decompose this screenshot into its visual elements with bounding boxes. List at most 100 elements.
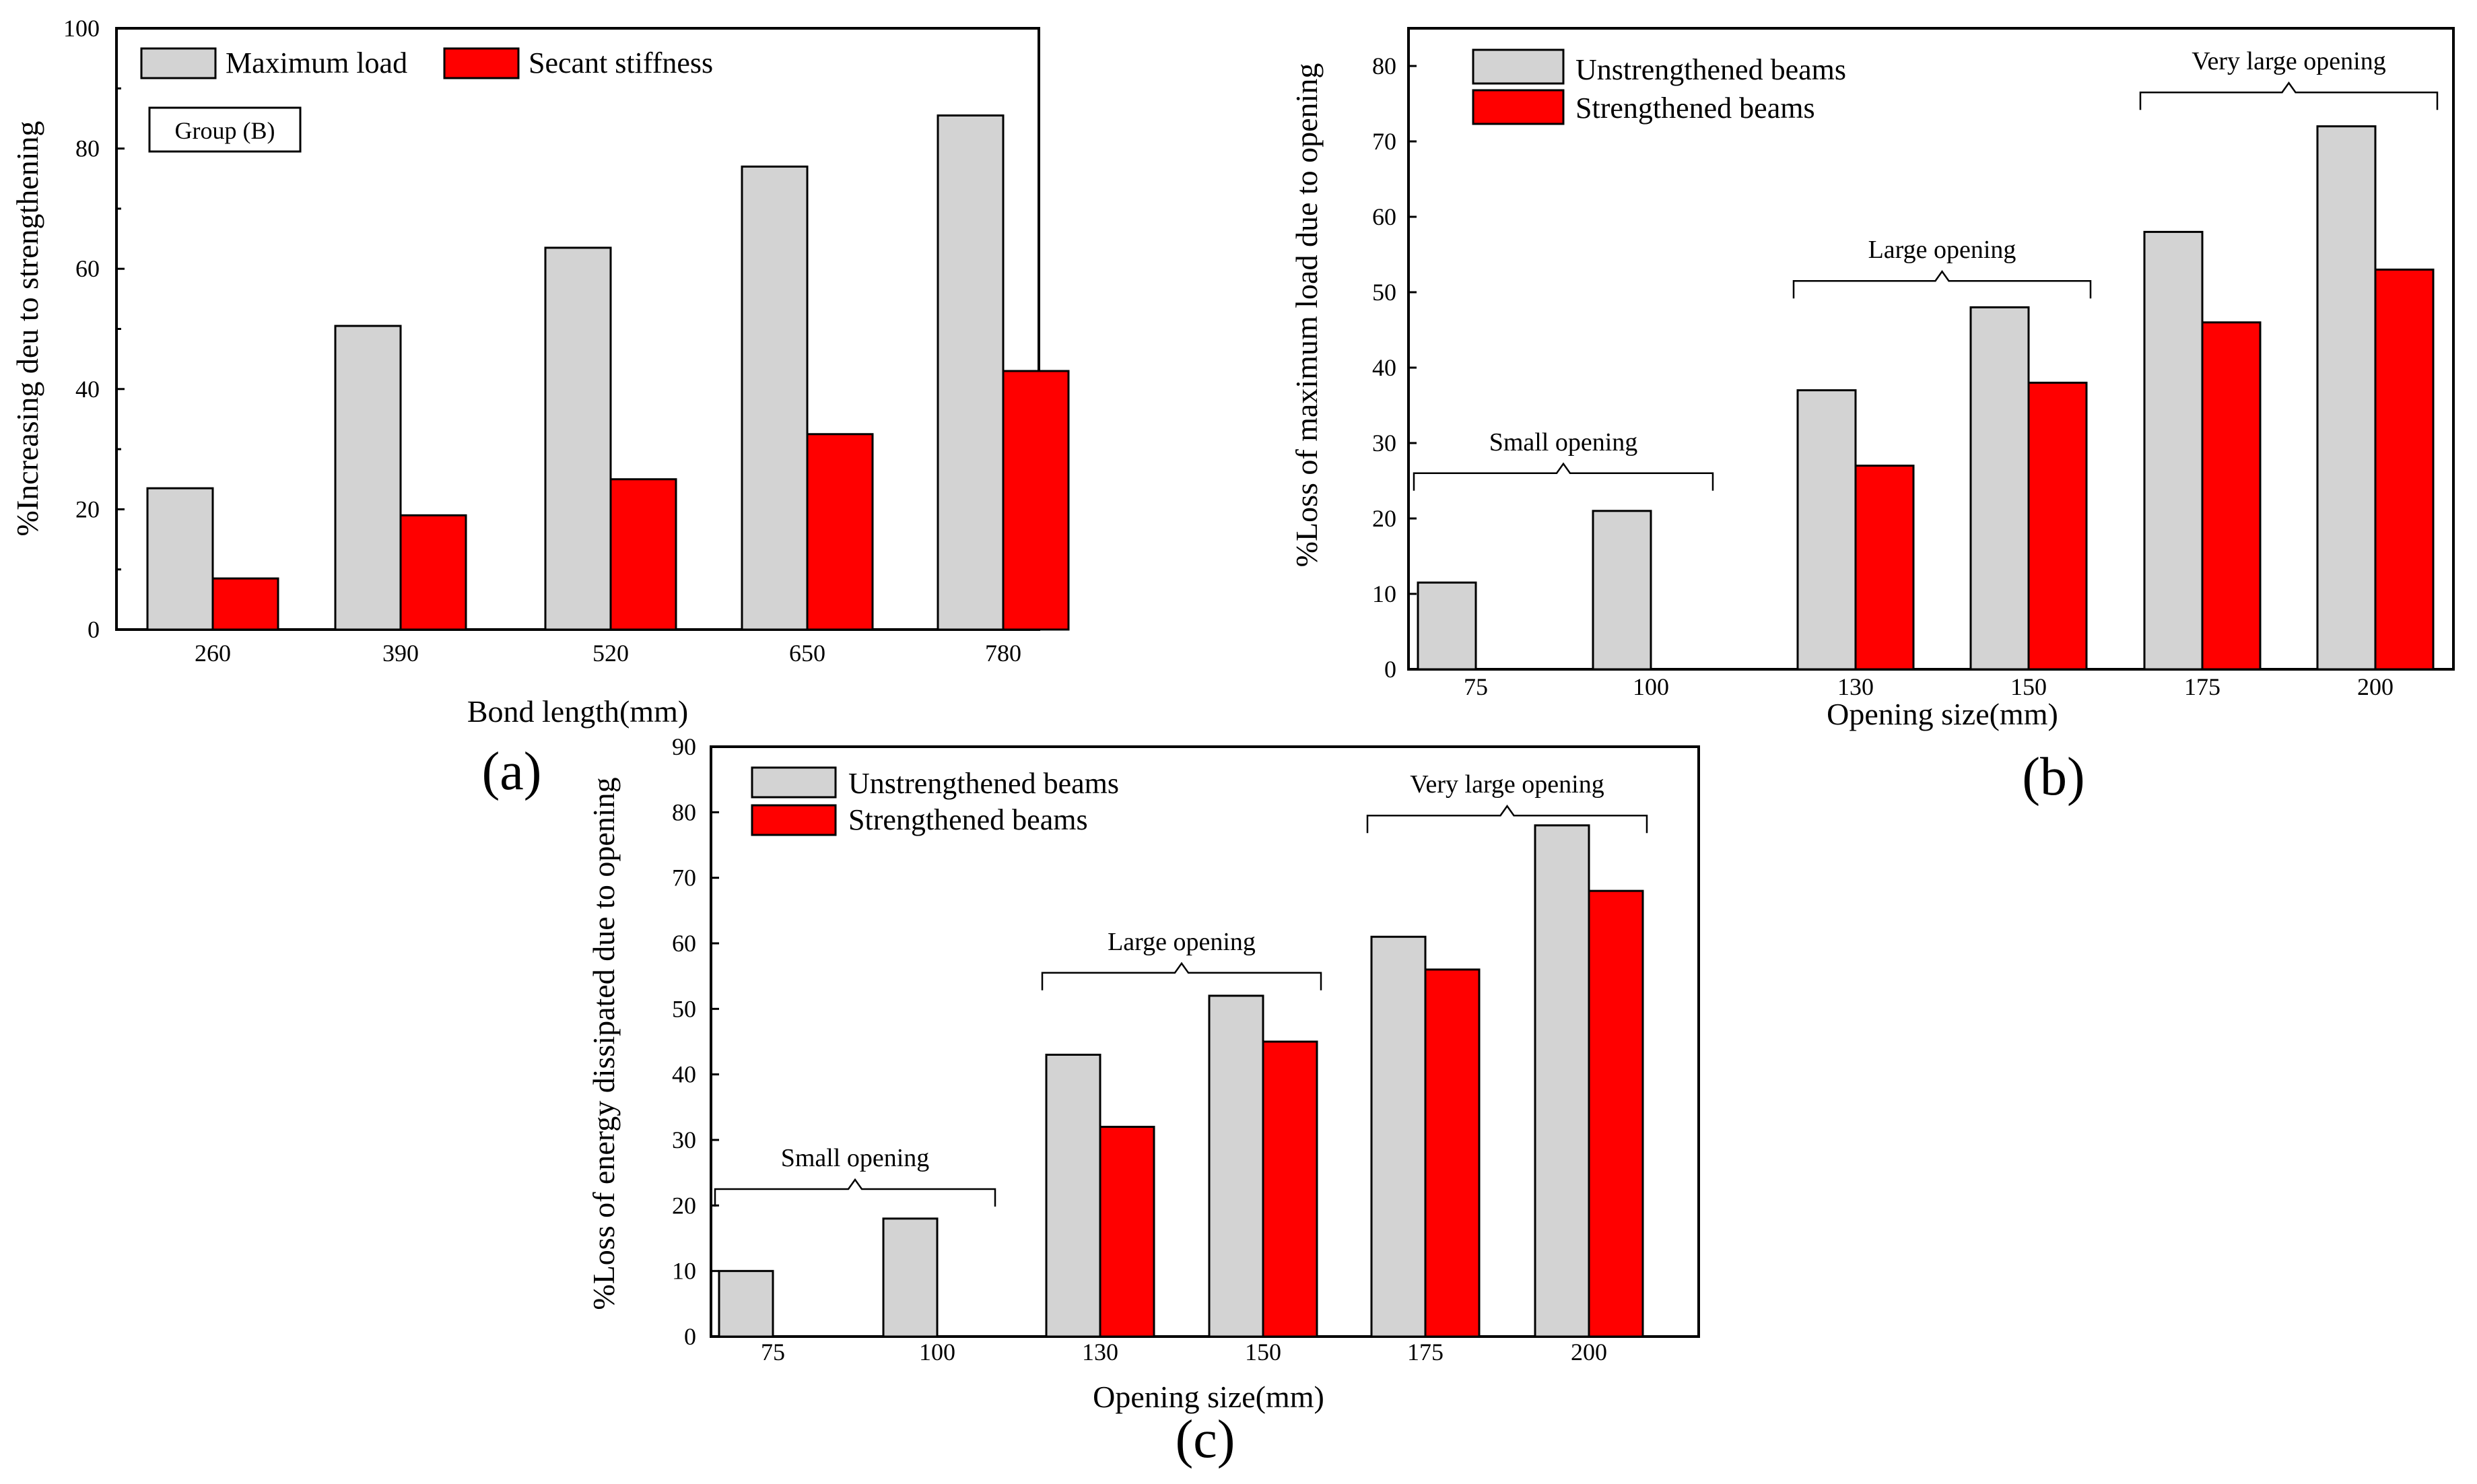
xtick-label-a-520: 520: [592, 640, 629, 667]
ytick-label-b-30: 30: [1372, 430, 1396, 457]
ytick-label-b-20: 20: [1372, 505, 1396, 532]
ytick-label-a-20: 20: [75, 496, 100, 522]
legend-label-strengthened-beams-c: Strengthened beams: [848, 803, 1088, 836]
chart-c: Small opening Large opening Very large ope…: [586, 733, 1700, 1469]
group-b-label: Group (B): [175, 117, 275, 144]
ytick-label-b-80: 80: [1372, 53, 1396, 79]
bar-c-strengthened-beams-130: [1099, 1126, 1155, 1338]
ytick-label-c-70: 70: [672, 865, 696, 891]
legend-swatch-strengthened-beams-c: [751, 804, 837, 836]
ytick-label-c-60: 60: [672, 930, 696, 957]
bar-a-maximum-load-650: [741, 165, 809, 631]
ytick-label-a-80: 80: [75, 135, 100, 162]
bar-c-unstrengthened-beams-75: [718, 1270, 774, 1338]
xtick-label-a-390: 390: [382, 640, 419, 667]
ytick-label-c-0: 0: [684, 1323, 696, 1350]
legend-label-unstrengthened-beams-c: Unstrengthened beams: [848, 767, 1119, 800]
bar-c-strengthened-beams-150: [1262, 1040, 1318, 1338]
xtick-label-b-100: 100: [1633, 673, 1669, 700]
bar-b-strengthened-beams-200: [2374, 268, 2435, 671]
chart-a-ylabel: %Increasing deu to strengthening: [10, 121, 44, 537]
annotation-b-very-large-opening: Very large opening: [2192, 47, 2385, 75]
bracket-c-very-large-opening: [1366, 805, 1648, 834]
bar-a-secant-stiffness-390: [399, 514, 467, 631]
ytick-label-c-30: 30: [672, 1126, 696, 1153]
bar-c-unstrengthened-beams-150: [1208, 994, 1264, 1338]
chart-c-xlabel: Opening size(mm): [1093, 1380, 1324, 1414]
legend-swatch-maximum-load: [140, 47, 217, 79]
bar-a-secant-stiffness-650: [806, 433, 874, 631]
group-b-box: [148, 106, 302, 153]
ytick-label-b-0: 0: [1384, 656, 1396, 683]
ytick-label-c-40: 40: [672, 1061, 696, 1088]
bracket-c-large-opening: [1041, 962, 1322, 990]
ytick-label-b-50: 50: [1372, 279, 1396, 306]
bar-b-strengthened-beams-130: [1854, 465, 1915, 671]
chart-c-annotations: Small opening Large opening Very large ope…: [714, 770, 1648, 1207]
bar-a-secant-stiffness-520: [609, 478, 677, 631]
xtick-label-c-200: 200: [1571, 1339, 1607, 1365]
ytick-label-b-40: 40: [1372, 354, 1396, 381]
legend-label-secant-stiffness: Secant stiffness: [529, 46, 713, 79]
bar-c-unstrengthened-beams-100: [882, 1217, 939, 1338]
ytick-label-c-50: 50: [672, 995, 696, 1022]
xtick-label-b-175: 175: [2184, 673, 2220, 700]
bar-c-strengthened-beams-175: [1424, 968, 1481, 1338]
xtick-label-b-75: 75: [1464, 673, 1488, 700]
chart-a-xaxis: 260 390 520 650 780: [195, 621, 1021, 667]
chart-b: Small opening Large opening Very large ope…: [1289, 27, 2455, 807]
ytick-label-c-10: 10: [672, 1258, 696, 1285]
bracket-b-large-opening: [1792, 270, 2092, 299]
ytick-label-a-0: 0: [88, 616, 100, 643]
bar-c-unstrengthened-beams-175: [1370, 935, 1427, 1338]
chart-b-plot-frame: [1407, 27, 2455, 671]
legend-swatch-unstrengthened-beams-c: [751, 766, 837, 799]
xtick-label-a-650: 650: [789, 640, 825, 667]
ytick-label-c-20: 20: [672, 1192, 696, 1219]
legend-label-maximum-load: Maximum load: [226, 46, 407, 79]
chart-b-yaxis: 0 10 20 30 40 50 60 70 80: [1372, 53, 1417, 683]
ytick-label-a-100: 100: [63, 15, 100, 42]
ytick-label-b-10: 10: [1372, 580, 1396, 607]
annotation-c-small-opening: Small opening: [781, 1144, 930, 1172]
bar-c-strengthened-beams-200: [1588, 889, 1644, 1338]
xtick-label-c-75: 75: [761, 1339, 785, 1365]
bar-b-unstrengthened-beams-100: [1592, 510, 1652, 671]
bar-a-maximum-load-260: [146, 487, 214, 631]
chart-a: 0 20 40 60 80 100 260 390 520 650 780 Bond length…: [10, 15, 1070, 801]
bracket-c-small-opening: [714, 1178, 996, 1207]
ytick-label-a-60: 60: [75, 255, 100, 282]
xtick-label-a-780: 780: [985, 640, 1021, 667]
xtick-label-b-150: 150: [2010, 673, 2047, 700]
xtick-label-c-150: 150: [1245, 1339, 1281, 1365]
chart-b-ylabel: %Loss of maximum load due to opening: [1289, 63, 1324, 568]
chart-c-bars: [718, 824, 1644, 1338]
ytick-label-b-70: 70: [1372, 128, 1396, 155]
chart-c-yaxis: 0 10 20 30 40 50 60 70 80 90: [672, 733, 719, 1350]
bar-a-maximum-load-780: [937, 114, 1005, 631]
bar-b-unstrengthened-beams-175: [2143, 230, 2204, 671]
bar-b-unstrengthened-beams-150: [1969, 306, 2030, 671]
chart-a-xlabel: Bond length(mm): [467, 694, 688, 729]
bar-b-unstrengthened-beams-130: [1796, 389, 1857, 671]
xtick-label-a-260: 260: [195, 640, 231, 667]
annotation-c-large-opening: Large opening: [1108, 928, 1256, 956]
chart-a-legend: Maximum load Secant stiffness: [140, 46, 713, 79]
bar-b-unstrengthened-beams-75: [1417, 581, 1477, 671]
chart-b-bars: [1417, 125, 2435, 671]
ytick-label-a-40: 40: [75, 376, 100, 403]
legend-swatch-strengthened-beams: [1472, 89, 1565, 125]
chart-c-legend: Unstrengthened beams Strengthened beams: [751, 766, 1119, 836]
legend-label-unstrengthened-beams: Unstrengthened beams: [1575, 53, 1846, 86]
bar-a-maximum-load-520: [544, 246, 612, 631]
xtick-label-c-100: 100: [919, 1339, 955, 1365]
bar-b-strengthened-beams-150: [2027, 381, 2088, 671]
bracket-b-small-opening: [1413, 462, 1714, 491]
panel-label-a: (a): [482, 742, 542, 801]
chart-b-legend: Unstrengthened beams Strengthened beams: [1472, 48, 1846, 125]
bar-a-secant-stiffness-780: [1002, 370, 1070, 631]
xtick-label-c-130: 130: [1082, 1339, 1118, 1365]
ytick-label-c-90: 90: [672, 733, 696, 760]
bar-b-strengthened-beams-175: [2201, 321, 2262, 671]
chart-a-bars: [146, 114, 1070, 631]
